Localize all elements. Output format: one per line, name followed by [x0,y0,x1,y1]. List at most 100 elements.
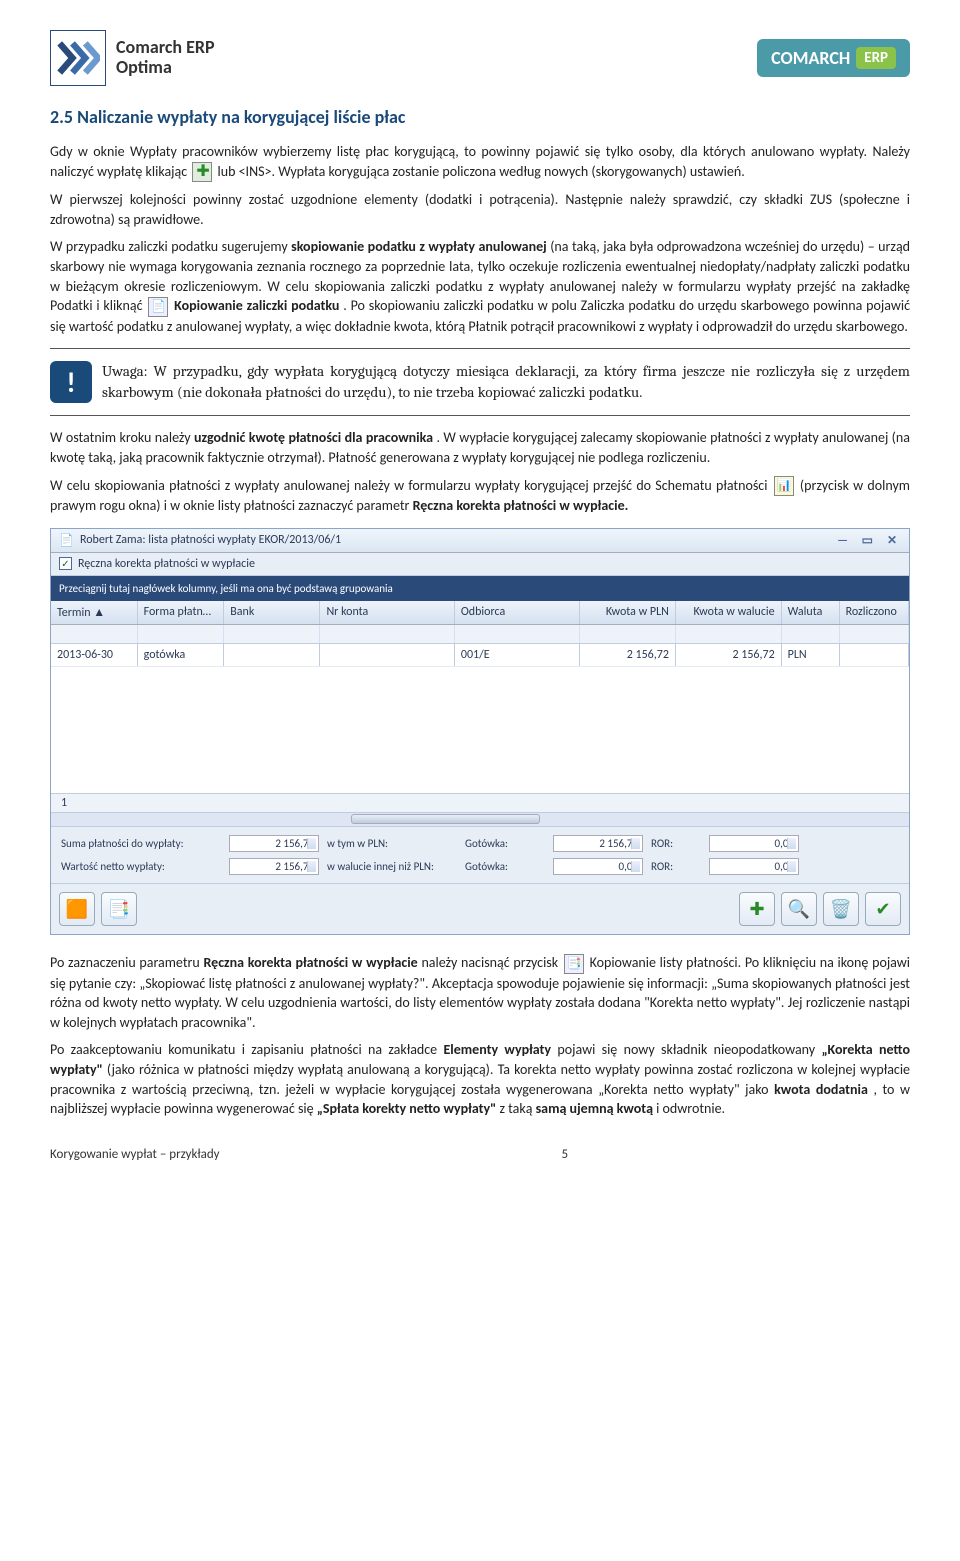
toolbar: 🟧 📑 ✚ 🔍 🗑️ ✔ [51,884,909,934]
copy-list-button[interactable]: 📑 [101,892,137,926]
value: 2 156,72 [229,835,319,852]
plus-icon [192,162,212,182]
minimize-button[interactable]: — [834,534,852,548]
copy-color-button[interactable]: 🟧 [59,892,95,926]
badge-text: COMARCH [771,47,850,69]
col-header[interactable]: Bank [224,601,320,624]
col-header[interactable]: Nr konta [320,601,454,624]
checkbox-row[interactable]: ✓ Ręczna korekta płatności w wypłacie [51,553,909,576]
ok-button[interactable]: ✔ [865,892,901,926]
page-footer: Korygowanie wypłat – przykłady 5 [50,1143,910,1162]
note-box: ! Uwaga: W przypadku, gdy wypłata korygu… [50,361,910,403]
maximize-button[interactable]: ▭ [858,533,876,547]
text: lub <INS>. Wypłata korygująca zostanie p… [218,163,745,180]
search-button[interactable]: 🔍 [781,892,817,926]
badge-erp: ERP [856,47,896,69]
divider [50,415,910,416]
cell: 2 156,72 [580,644,676,666]
grid-body: 2013-06-30 gotówka 001/E 2 156,72 2 156,… [51,644,909,794]
window-controls: — ▭ ✕ [830,533,901,548]
filter-row[interactable] [51,625,909,644]
schedule-icon [774,476,794,496]
table-row[interactable]: 2013-06-30 gotówka 001/E 2 156,72 2 156,… [51,644,909,667]
text: W ostatnim kroku należy [50,429,194,446]
page-header: Comarch ERP Optima COMARCH ERP [50,30,910,86]
page-number: 5 [561,1147,568,1162]
delete-button[interactable]: 🗑️ [823,892,859,926]
col-header[interactable]: Odbiorca [455,601,580,624]
footer-title: Korygowanie wypłat – przykłady [50,1147,220,1162]
cell: gotówka [138,644,225,666]
col-header[interactable]: Rozliczono [840,601,909,624]
text: i odwrotnie. [656,1100,725,1117]
paragraph-5: W celu skopiowania płatności z wypłaty a… [50,476,910,516]
text: W celu skopiowania płatności z wypłaty a… [50,477,772,494]
col-header[interactable]: Kwota w PLN [580,601,676,624]
close-button[interactable]: ✕ [883,533,901,547]
paragraph-7: Po zaakceptowaniu komunikatu i zapisaniu… [50,1040,910,1118]
text-bold: uzgodnić kwotę płatności dla pracownika [194,429,433,446]
comarch-badge: COMARCH ERP [757,39,910,77]
label: ROR: [651,860,701,873]
grid-header: Termin ▲ Forma płatn… Bank Nr konta Odbi… [51,601,909,625]
col-header[interactable]: Termin ▲ [51,601,138,624]
label: w tym w PLN: [327,837,457,850]
cell [320,644,454,666]
col-header[interactable]: Waluta [782,601,840,624]
text: Po zaakceptowaniu komunikatu i zapisaniu… [50,1041,443,1058]
cell [840,644,909,666]
col-header[interactable]: Forma płatn… [138,601,225,624]
text-bold: Ręczna korekta płatności w wypłacie. [413,497,629,514]
paragraph-3: W przypadku zaliczki podatku sugerujemy … [50,237,910,336]
text-bold: Ręczna korekta płatności w wypłacie [203,954,417,971]
titlebar: 📄 Robert Zama: lista płatności wypłaty E… [51,529,909,553]
row-count: 1 [51,794,909,813]
text: Po zaznaczeniu parametru [50,954,203,971]
label: Suma płatności do wypłaty: [61,837,221,850]
label: Gotówka: [465,860,545,873]
paragraph-2: W pierwszej kolejności powinny zostać uz… [50,190,910,229]
section-title: 2.5 Naliczanie wypłaty na korygującej li… [50,106,910,128]
text: z taką [499,1100,535,1117]
logo-chevrons-icon [50,30,106,86]
checkbox-label: Ręczna korekta płatności w wypłacie [78,557,255,571]
summary-panel: Suma płatności do wypłaty: 2 156,72 w ty… [51,827,909,884]
label: Gotówka: [465,837,545,850]
logo-line2: Optima [116,58,215,78]
value: 2 156,72 [229,858,319,875]
text: pojawi się nowy składnik nieopodatkowany [557,1041,821,1058]
window-icon: 📄 [59,533,74,548]
divider [50,348,910,349]
col-header[interactable]: Kwota w walucie [676,601,782,624]
paragraph-6: Po zaznaczeniu parametru Ręczna korekta … [50,953,910,1032]
label: Wartość netto wypłaty: [61,860,221,873]
cell: 2 156,72 [676,644,782,666]
note-text: Uwaga: W przypadku, gdy wypłata korygują… [102,361,910,402]
cell [224,644,320,666]
text-bold: skopiowanie podatku z wypłaty anulowanej [291,238,547,255]
window-title: Robert Zama: lista płatności wypłaty EKO… [80,533,341,547]
label: ROR: [651,837,701,850]
value: 0,00 [709,858,799,875]
value: 0,00 [553,858,643,875]
cell: PLN [782,644,840,666]
copy-list-icon [564,954,584,974]
text-bold: samą ujemną kwotą [536,1100,653,1117]
horizontal-scrollbar[interactable] [51,813,909,827]
text-bold: Kopiowanie zaliczki podatku [174,297,339,314]
label: w walucie innej niż PLN: [327,860,457,873]
exclamation-icon: ! [50,361,92,403]
text: należy nacisnąć przycisk [421,954,561,971]
cell: 2013-06-30 [51,644,138,666]
paragraph-4: W ostatnim kroku należy uzgodnić kwotę p… [50,428,910,467]
text: W przypadku zaliczki podatku sugerujemy [50,238,291,255]
text-bold: Elementy wypłaty [443,1041,551,1058]
add-button[interactable]: ✚ [739,892,775,926]
manual-correction-checkbox[interactable]: ✓ [59,557,72,570]
value: 0,00 [709,835,799,852]
logo-left: Comarch ERP Optima [50,30,215,86]
paragraph-1: Gdy w oknie Wypłaty pracowników wybierze… [50,142,910,182]
text-bold: kwota dodatnia [774,1081,868,1098]
text-bold: „Spłata korekty netto wypłaty" [317,1100,496,1117]
cell: 001/E [455,644,580,666]
